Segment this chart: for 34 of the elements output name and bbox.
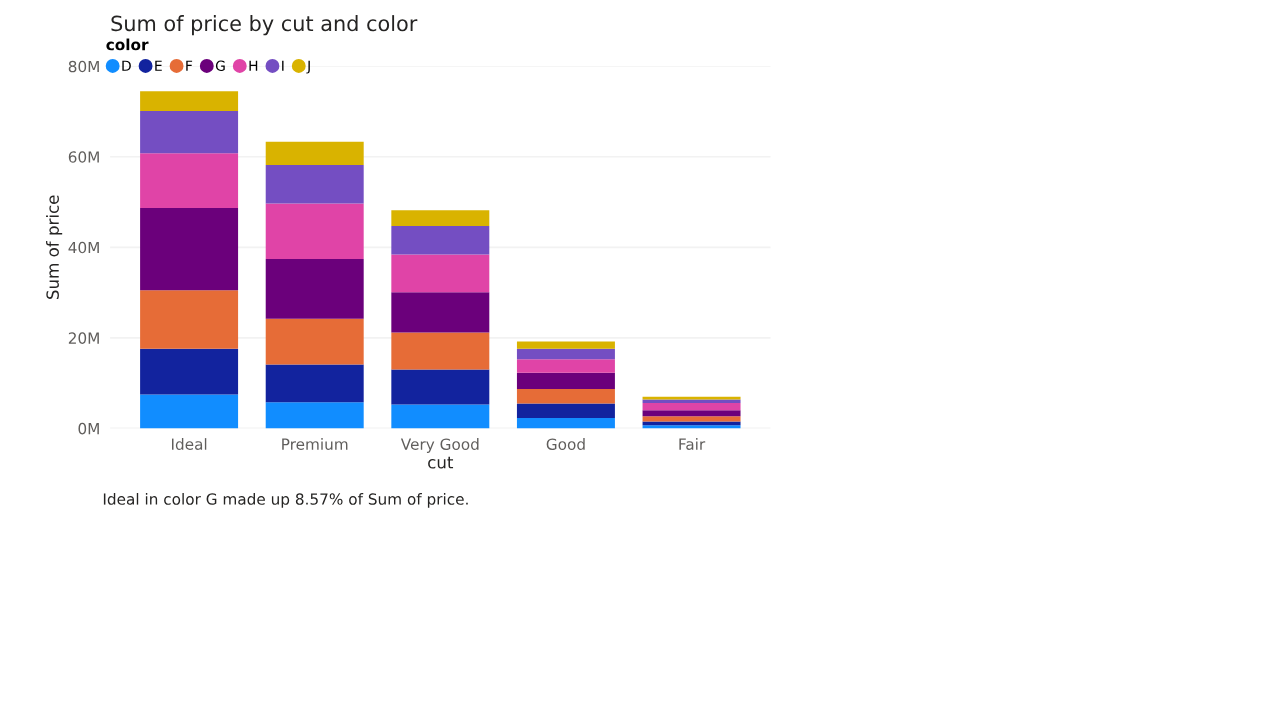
- bar: [265, 203, 364, 260]
- bar: [140, 91, 239, 112]
- bar: [516, 372, 615, 390]
- bar: [140, 111, 239, 154]
- bar: [391, 369, 490, 405]
- bar: [140, 290, 239, 349]
- x-axis-title: cut: [428, 456, 454, 469]
- bar: [391, 292, 490, 333]
- bar: [516, 389, 615, 404]
- bar: [140, 348, 239, 395]
- bar: [642, 410, 741, 417]
- bar: [265, 364, 364, 403]
- bar: [642, 403, 741, 411]
- bar: [516, 417, 615, 429]
- bar: [391, 254, 490, 293]
- y-axis-title: Sum of price: [46, 195, 63, 299]
- bar: [265, 259, 364, 319]
- bar: [140, 394, 239, 429]
- bar: [140, 153, 239, 208]
- bar: [642, 416, 741, 422]
- bar: [391, 210, 490, 227]
- bar: [265, 318, 364, 365]
- bar: [265, 402, 364, 429]
- chart-title: Sum of price by cut and color: [111, 15, 418, 36]
- bar: [516, 403, 615, 418]
- bar: [265, 141, 364, 165]
- bar: [265, 164, 364, 204]
- bar: [391, 226, 490, 255]
- bar: [391, 404, 490, 429]
- bar: [140, 207, 239, 291]
- bar: [391, 332, 490, 370]
- bar: [516, 348, 615, 360]
- bar: [516, 359, 615, 373]
- bar: [516, 341, 615, 349]
